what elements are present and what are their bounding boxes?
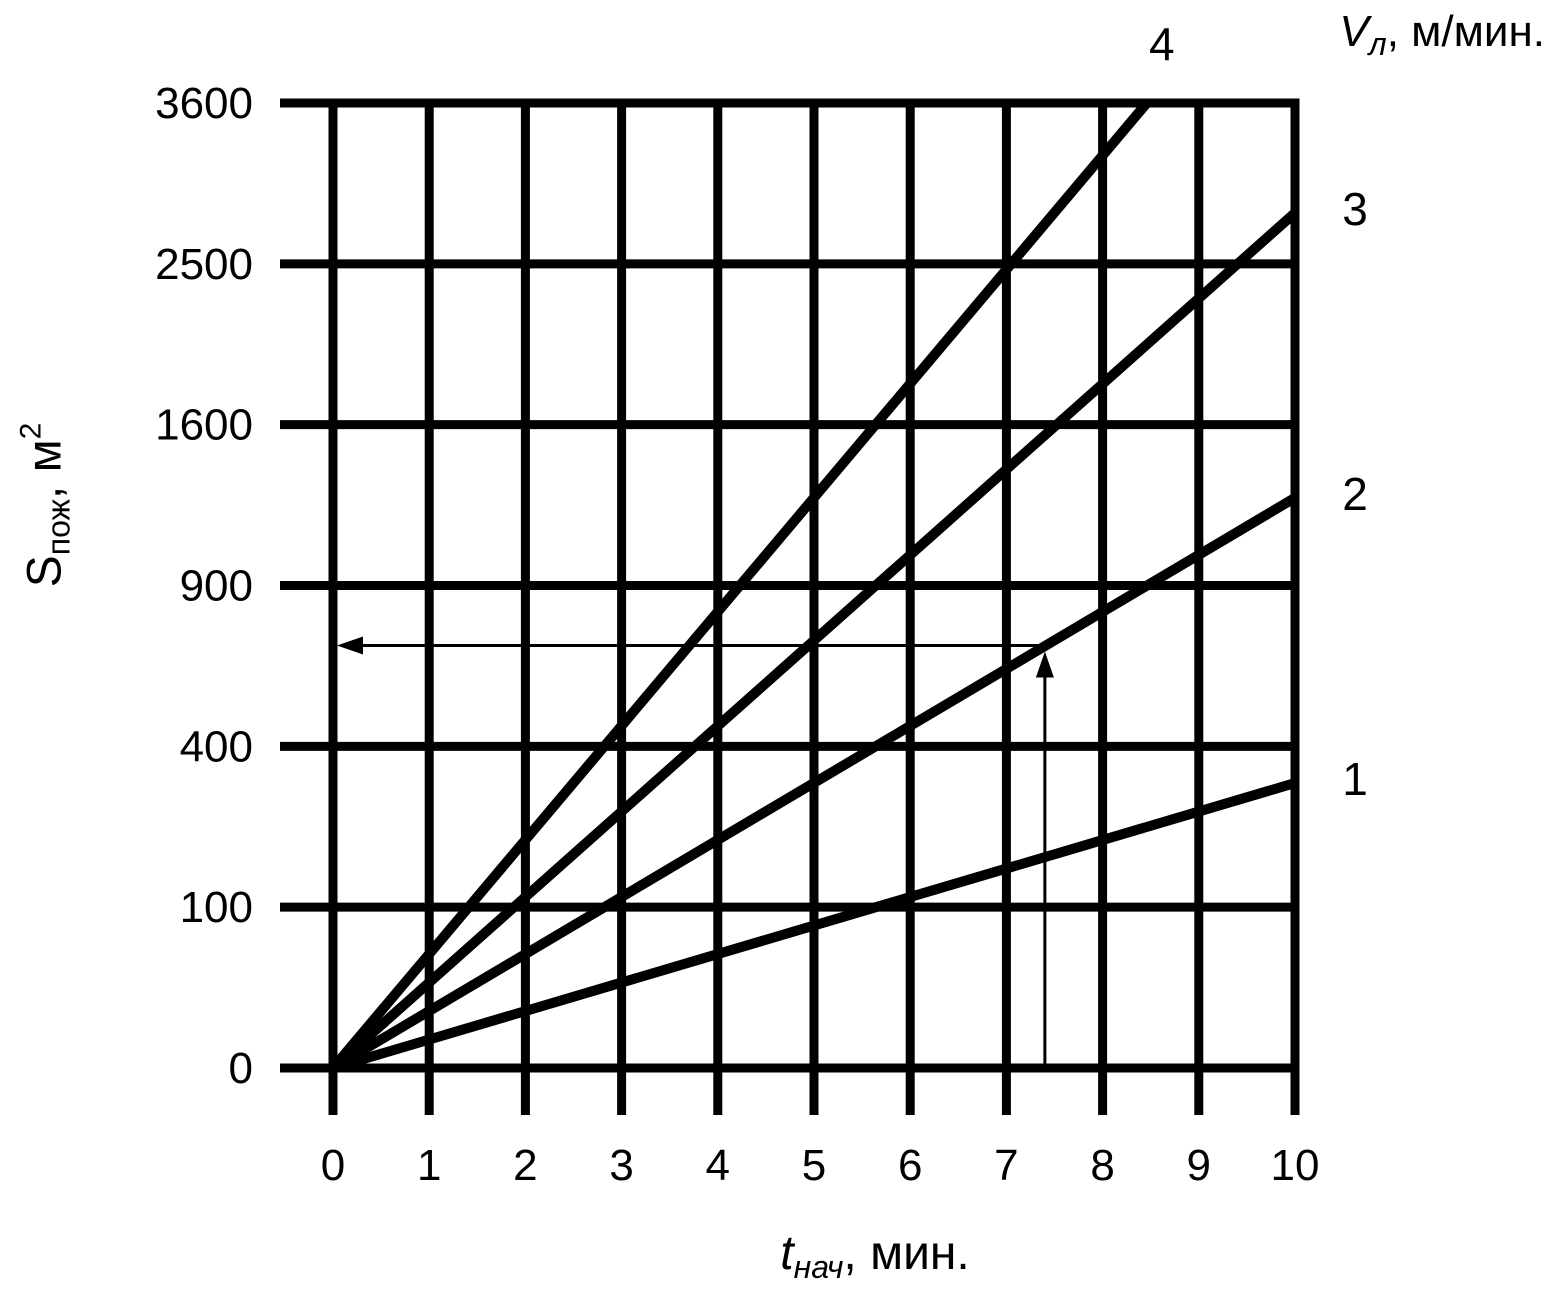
legend-axis-title: Vл, м/мин. [1339, 7, 1545, 63]
series-label-4: 4 [1149, 18, 1175, 70]
y-tick-label: 400 [180, 722, 253, 771]
y-tick-label: 900 [180, 562, 253, 611]
x-tick-label: 4 [706, 1141, 730, 1190]
series-label-3: 3 [1342, 183, 1368, 235]
legend-subscript: л [1368, 26, 1387, 62]
y-axis-superscript: 2 [14, 422, 48, 440]
x-tick-label: 2 [513, 1141, 537, 1190]
x-tick-label: 0 [321, 1141, 345, 1190]
series-label-2: 2 [1342, 468, 1368, 520]
series-line-v2 [330, 493, 1298, 1073]
series-line-v4 [329, 99, 1151, 1072]
y-tick-label: 2500 [155, 240, 253, 289]
x-tick-label: 5 [802, 1141, 826, 1190]
legend-unit: , м/мин. [1386, 7, 1545, 56]
y-axis-unit: , м [18, 439, 72, 500]
x-axis-unit: , мин. [843, 1227, 970, 1280]
y-axis-subscript: пож [40, 499, 77, 556]
y-axis-title: Sпож, м2 [15, 423, 78, 588]
x-tick-label: 6 [898, 1141, 922, 1190]
x-tick-label: 7 [994, 1141, 1018, 1190]
series-line-v1 [331, 778, 1297, 1073]
y-tick-label: 1600 [155, 401, 253, 450]
x-tick-label: 3 [609, 1141, 633, 1190]
legend-symbol: V [1339, 7, 1369, 56]
x-tick-label: 1 [417, 1141, 441, 1190]
y-axis-symbol: S [18, 555, 72, 588]
x-tick-label: 8 [1090, 1141, 1114, 1190]
y-tick-label: 3600 [155, 79, 253, 128]
y-tick-label: 100 [180, 883, 253, 932]
x-axis-symbol: t [780, 1227, 794, 1280]
series-line-v3 [329, 209, 1299, 1072]
y-tick-label: 0 [229, 1044, 253, 1093]
x-axis-title: tнач, мин. [780, 1226, 970, 1286]
annotation-up-arrowhead-icon [1035, 651, 1054, 678]
x-tick-label: 10 [1271, 1141, 1320, 1190]
annotation-left-arrowhead-icon [337, 636, 363, 655]
x-tick-label: 9 [1187, 1141, 1211, 1190]
x-axis-subscript: нач [793, 1249, 844, 1285]
series-label-1: 1 [1342, 753, 1368, 805]
